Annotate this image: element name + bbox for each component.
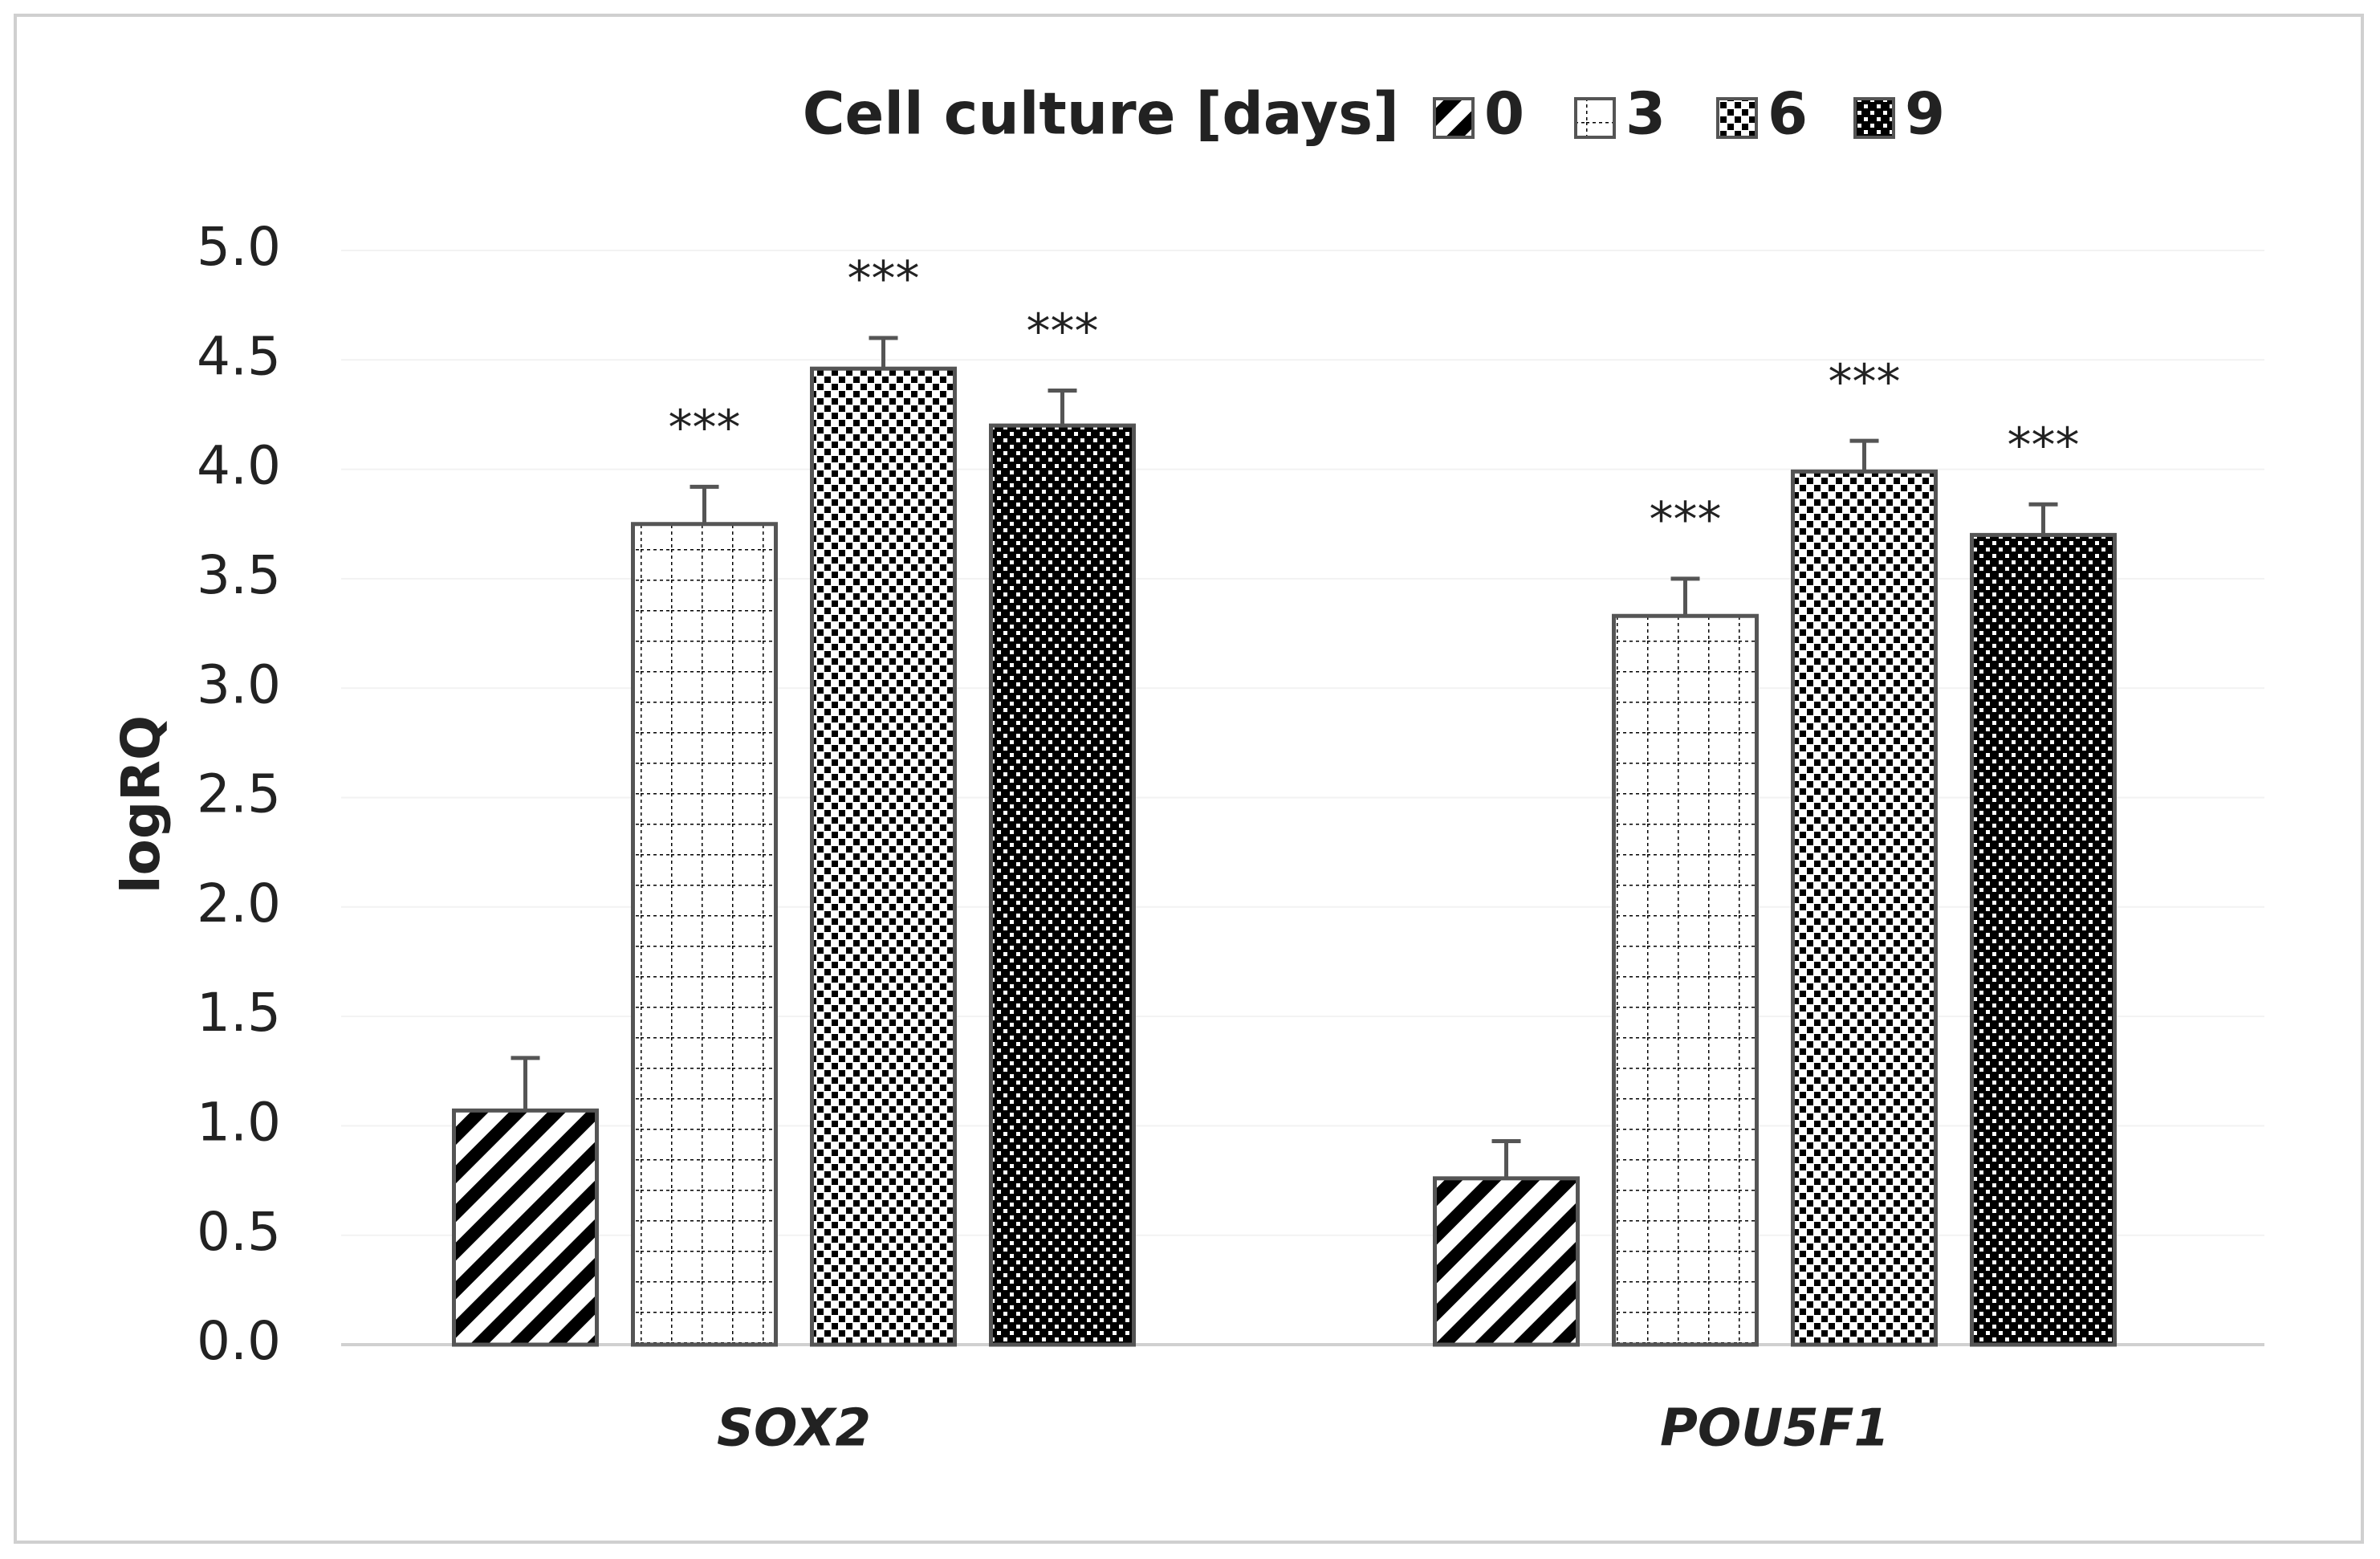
error-bar xyxy=(1048,388,1077,426)
bar xyxy=(631,522,778,1347)
y-tick-label: 3.0 xyxy=(197,653,281,715)
error-bar xyxy=(690,484,719,524)
legend-swatch xyxy=(1716,97,1758,139)
significance-label: *** xyxy=(2008,417,2080,474)
legend-label: 0 xyxy=(1484,80,1524,148)
x-tick-label: POU5F1 xyxy=(1660,1399,1890,1459)
legend-label: 3 xyxy=(1625,80,1666,148)
y-tick-label: 4.0 xyxy=(197,435,281,497)
y-axis-label: logRQ xyxy=(110,715,172,893)
bar xyxy=(1433,1176,1580,1347)
y-tick-label: 1.5 xyxy=(197,982,281,1044)
y-tick-label: 0.5 xyxy=(197,1201,281,1263)
legend-title: Cell culture [days] xyxy=(803,80,1399,148)
error-bar xyxy=(869,336,898,369)
legend-swatch xyxy=(1574,97,1616,139)
bar xyxy=(810,366,957,1347)
y-tick-label: 2.5 xyxy=(197,763,281,825)
y-tick-label: 4.5 xyxy=(197,325,281,387)
significance-label: *** xyxy=(1027,303,1099,360)
y-tick-label: 5.0 xyxy=(197,216,281,278)
legend-label: 6 xyxy=(1768,80,1808,148)
y-tick-label: 1.0 xyxy=(197,1091,281,1153)
legend-swatch xyxy=(1853,97,1895,139)
x-tick-label: SOX2 xyxy=(717,1399,871,1459)
bar xyxy=(1970,532,2117,1347)
significance-label: *** xyxy=(1829,354,1901,410)
significance-label: *** xyxy=(848,251,920,307)
bar xyxy=(1791,469,1938,1347)
y-tick-label: 0.0 xyxy=(197,1310,281,1372)
error-bar xyxy=(1849,438,1879,472)
bar xyxy=(452,1108,599,1347)
y-tick-label: 2.0 xyxy=(197,873,281,934)
significance-label: *** xyxy=(669,400,741,456)
error-bar xyxy=(1670,576,1700,617)
error-bar xyxy=(1491,1138,1521,1178)
error-bar xyxy=(2028,502,2058,535)
legend-label: 9 xyxy=(1905,80,1945,148)
bar xyxy=(1612,613,1759,1347)
error-bar xyxy=(511,1056,540,1111)
bar xyxy=(989,423,1136,1347)
legend-swatch xyxy=(1433,97,1475,139)
y-tick-label: 3.5 xyxy=(197,544,281,606)
significance-label: *** xyxy=(1650,491,1722,547)
